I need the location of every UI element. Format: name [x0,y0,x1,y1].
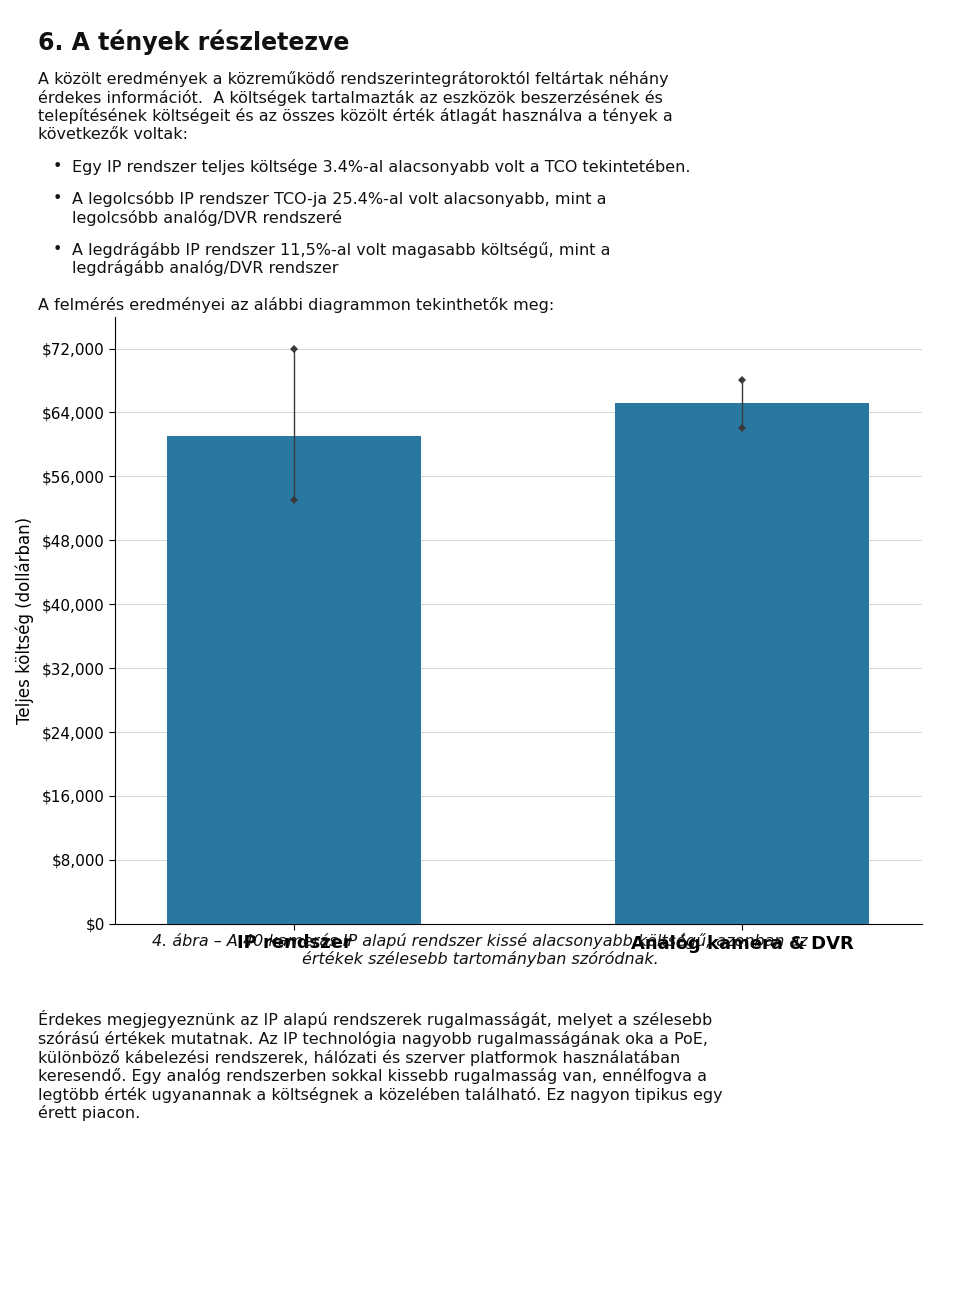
Text: A legolcsóbb IP rendszer TCO-ja 25.4%-al volt alacsonyabb, mint a
legolcsóbb ana: A legolcsóbb IP rendszer TCO-ja 25.4%-al… [72,191,607,226]
Text: A közölt eredmények a közreműködő rendszerintegrátoroktól feltártak néhány
érdek: A közölt eredmények a közreműködő rendsz… [38,71,673,142]
Text: A legdrágább IP rendszer 11,5%-al volt magasabb költségű, mint a
legdrágább anal: A legdrágább IP rendszer 11,5%-al volt m… [72,242,611,276]
Text: •: • [53,159,62,174]
Y-axis label: Teljes költség (dollárban): Teljes költség (dollárban) [15,517,34,724]
Bar [615,403,870,924]
Text: Egy IP rendszer teljes költsége 3.4%-al alacsonyabb volt a TCO tekintetében.: Egy IP rendszer teljes költsége 3.4%-al … [72,159,690,174]
Text: 6. A tények részletezve: 6. A tények részletezve [38,30,349,56]
Text: •: • [53,242,62,257]
Text: A felmérés eredményei az alábbi diagrammon tekinthetők meg:: A felmérés eredményei az alábbi diagramm… [38,297,555,313]
Text: Érdekes megjegyeznünk az IP alapú rendszerek rugalmasságát, melyet a szélesebb
s: Érdekes megjegyeznünk az IP alapú rendsz… [38,1010,723,1121]
Bar [167,437,421,924]
Text: •: • [53,191,62,207]
Text: 4. ábra – A 40 kamerás IP alapú rendszer kissé alacsonyabb költségű, azonban az
: 4. ábra – A 40 kamerás IP alapú rendszer… [153,933,807,968]
